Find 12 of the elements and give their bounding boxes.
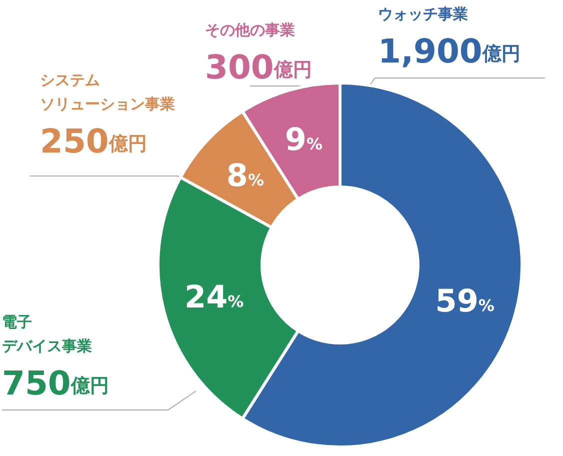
data-label: 24%: [184, 279, 244, 316]
data-label: 9%: [284, 122, 323, 158]
text: 1,900億円: [378, 32, 520, 70]
data-label: 8%: [226, 158, 264, 194]
slice-label: システムソリューション事業: [40, 71, 175, 113]
text: 250億円: [40, 122, 147, 160]
data-label: 59%: [435, 283, 494, 320]
slice-label: その他の事業: [205, 21, 295, 39]
slice-label: ウォッチ事業: [378, 5, 468, 23]
slice-label: 電子デバイス事業: [2, 313, 92, 355]
text: 750億円: [2, 364, 109, 402]
text: 300億円: [205, 48, 312, 86]
